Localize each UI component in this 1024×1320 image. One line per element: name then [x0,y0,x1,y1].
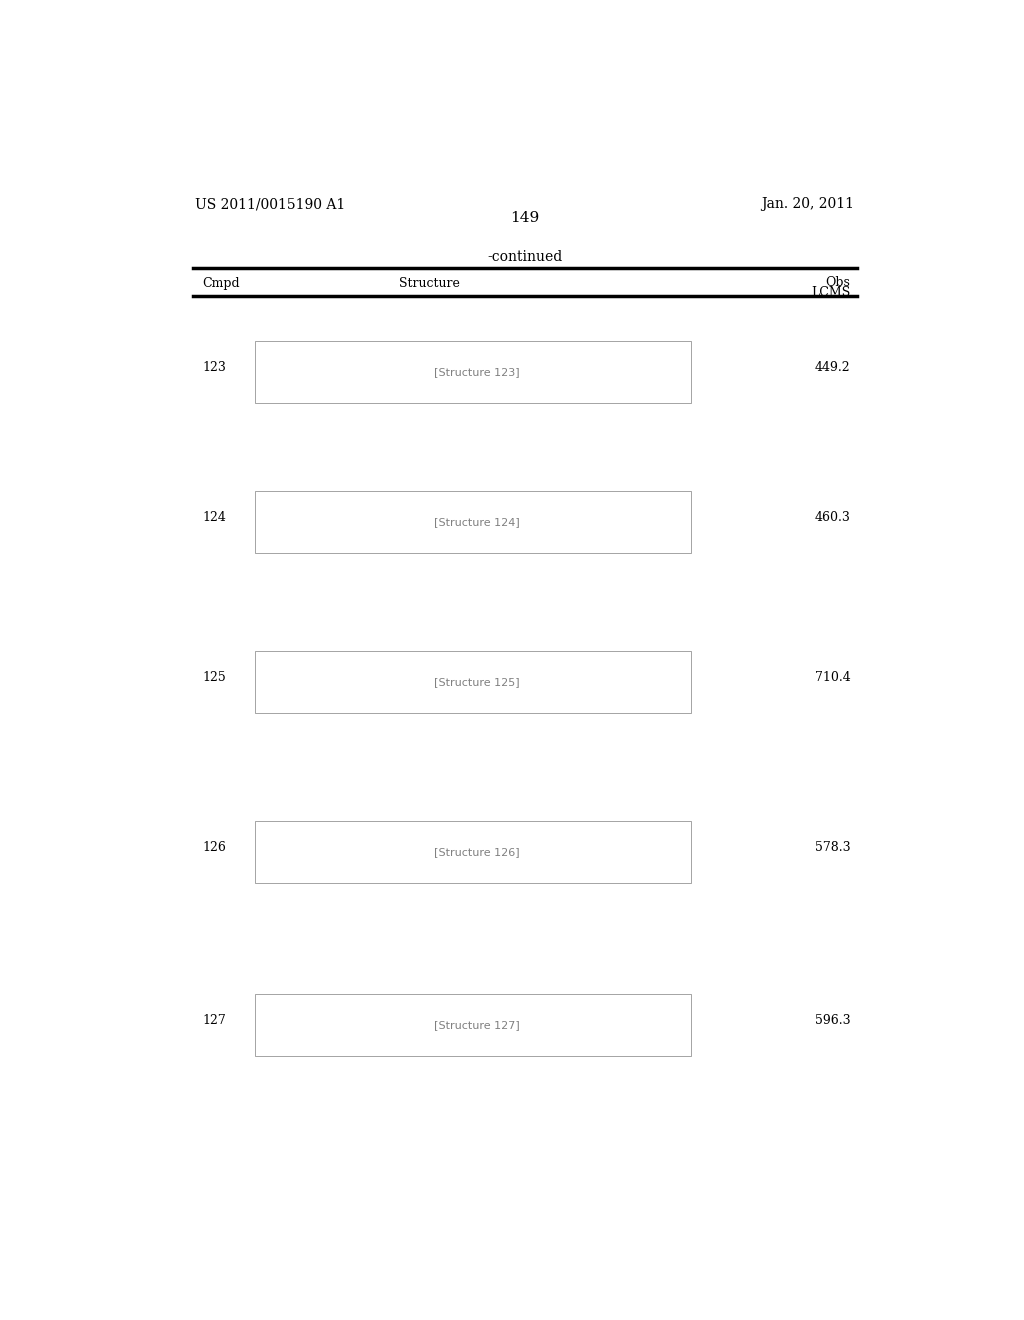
Text: [Structure 124]: [Structure 124] [434,516,520,527]
Text: [Structure 123]: [Structure 123] [434,367,520,376]
Text: 596.3: 596.3 [815,1014,850,1027]
Text: Cmpd: Cmpd [203,277,240,290]
Text: 127: 127 [203,1014,226,1027]
Text: Jan. 20, 2011: Jan. 20, 2011 [761,197,854,211]
Text: 124: 124 [203,511,226,524]
Text: Structure: Structure [399,277,460,290]
Text: 710.4: 710.4 [814,671,850,684]
Text: 123: 123 [203,360,226,374]
Bar [255,651,691,713]
Text: [Structure 127]: [Structure 127] [434,1020,520,1030]
Text: -continued: -continued [487,249,562,264]
Bar [255,994,691,1056]
Bar [255,821,691,883]
Bar [255,491,691,553]
Text: US 2011/0015190 A1: US 2011/0015190 A1 [196,197,346,211]
Text: LCMS: LCMS [811,286,850,298]
Text: [Structure 126]: [Structure 126] [434,847,520,857]
Text: 460.3: 460.3 [814,511,850,524]
Text: [Structure 125]: [Structure 125] [434,677,520,686]
Text: 578.3: 578.3 [815,841,850,854]
Text: 125: 125 [203,671,226,684]
Bar [255,341,691,403]
Text: 449.2: 449.2 [815,360,850,374]
Text: 126: 126 [203,841,226,854]
Text: Obs: Obs [825,276,850,289]
Text: 149: 149 [510,211,540,226]
